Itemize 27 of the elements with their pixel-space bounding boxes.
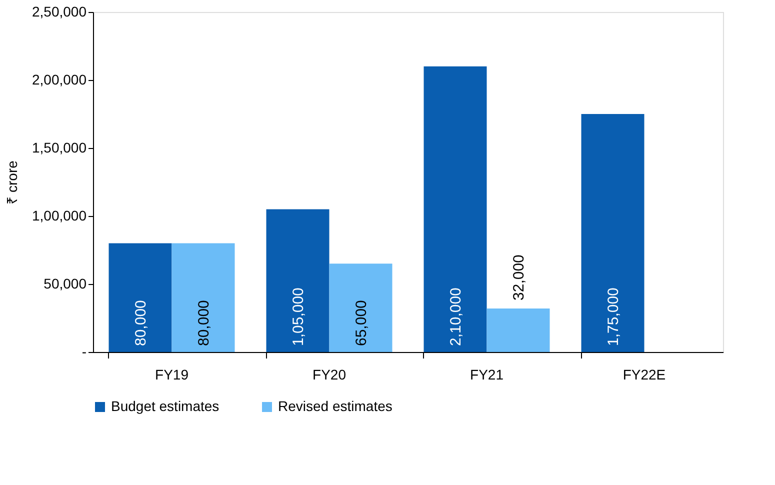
bar [329,264,392,352]
y-tick-label: 50,000 [44,276,87,292]
y-tick-label: - [82,344,87,360]
bar [172,243,235,352]
legend-label: Budget estimates [111,398,220,414]
x-tick-label: FY22E [622,366,666,382]
legend-label: Revised estimates [278,398,392,414]
data-label: 2,10,000 [447,288,464,346]
bar [581,114,644,352]
y-tick-label: 2,00,000 [32,72,87,88]
x-tick-label: FY19 [155,366,189,382]
bar [424,66,487,352]
y-tick-label: 2,50,000 [32,4,87,20]
data-label: 80,000 [195,300,212,346]
x-tick-label: FY20 [312,366,346,382]
data-label: 1,05,000 [290,288,307,346]
y-tick-label: 1,50,000 [32,140,87,156]
y-tick-label: 1,00,000 [32,208,87,224]
y-axis-title: ₹ crore [4,160,20,204]
data-label: 1,75,000 [604,288,622,346]
bar [108,243,172,352]
data-label: 65,000 [352,300,370,346]
bar [266,209,330,352]
x-tick-label: FY21 [470,366,504,382]
data-label: 32,000 [510,254,528,300]
bar [486,308,550,352]
data-label: 80,000 [132,300,150,346]
